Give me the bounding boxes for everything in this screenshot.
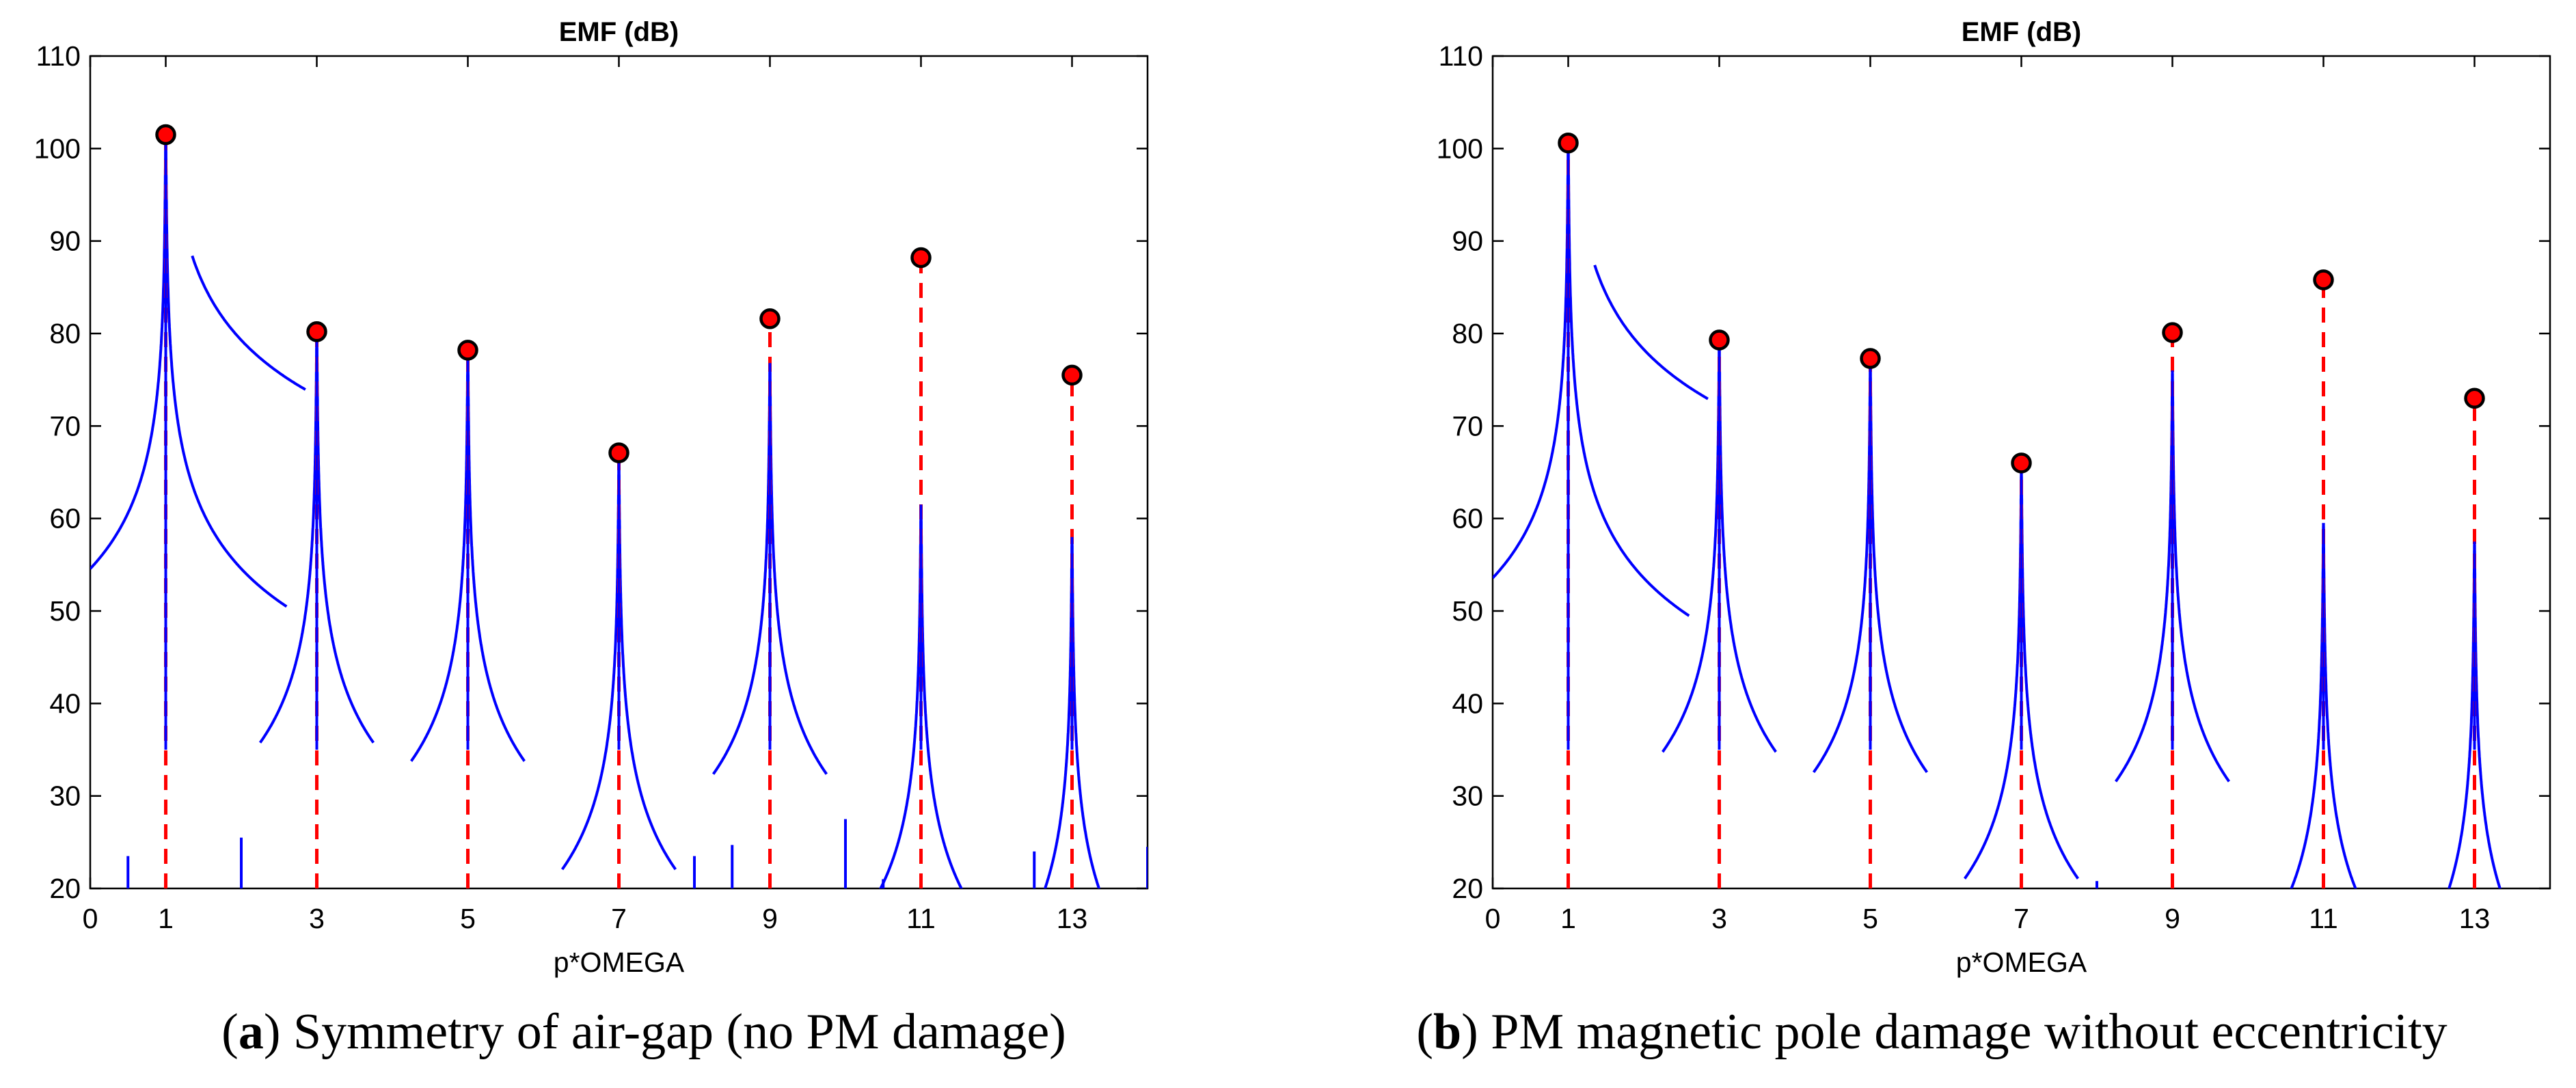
- y-tick-label: 90: [1452, 226, 1483, 257]
- stem-marker: [2162, 322, 2183, 343]
- x-axis-label: p*OMEGA: [1956, 947, 2087, 978]
- spectrum-peak-11: [2290, 523, 2357, 888]
- stem-marker: [2011, 452, 2032, 474]
- x-tick-label: 9: [762, 903, 778, 934]
- caption-a-label: a: [238, 1004, 264, 1060]
- caption-a-text: Symmetry of air-gap (no PM damage): [280, 1004, 1066, 1060]
- x-tick-label: 1: [1560, 903, 1576, 934]
- stem-marker: [306, 321, 327, 342]
- stem-marker: [910, 247, 932, 269]
- x-tick-label: 0: [83, 903, 98, 934]
- stem-marker: [1558, 132, 1579, 154]
- x-tick-label: 5: [1862, 903, 1878, 934]
- plot-content: [90, 134, 1148, 888]
- y-tick-label: 80: [1452, 318, 1483, 349]
- spectrum-peak-1: [90, 134, 288, 608]
- x-tick-label: 9: [2165, 903, 2180, 934]
- y-tick-label: 60: [49, 503, 81, 534]
- caption-b: (b) PM magnetic pole damage without ecce…: [1416, 1004, 2448, 1060]
- y-tick-label: 60: [1452, 503, 1483, 534]
- y-tick-label: 90: [49, 226, 81, 257]
- spectrum-bowl: [191, 255, 306, 391]
- y-tick-label: 40: [49, 688, 81, 719]
- y-tick-label: 110: [1439, 40, 1483, 72]
- x-tick-label: 13: [1057, 903, 1088, 934]
- x-tick-label: 0: [1485, 903, 1501, 934]
- x-tick-label: 11: [906, 903, 936, 934]
- stem-marker: [2464, 387, 2485, 409]
- chart-panel-b: EMF (dB) 20 30 40 50 60 70 80 90 100 110 0 1 3 5 7 9 11 13…: [1288, 0, 2576, 1088]
- stem-marker: [608, 442, 629, 463]
- y-tick-label: 20: [49, 873, 81, 904]
- spectrum-bowl: [1593, 264, 1709, 400]
- caption-b-label: b: [1433, 1004, 1462, 1060]
- x-axis-label: p*OMEGA: [554, 947, 685, 978]
- stem-marker: [1061, 364, 1083, 386]
- y-tick-label: 50: [49, 595, 81, 627]
- x-tick-label: 7: [611, 903, 627, 934]
- stem-marker: [2313, 269, 2334, 290]
- spectrum-peak-1: [1493, 144, 1690, 617]
- y-tick-label: 70: [49, 410, 81, 441]
- plot-content: [1493, 143, 2502, 888]
- chart-title: EMF (dB): [559, 17, 679, 47]
- x-tick-label: 3: [309, 903, 325, 934]
- stem-marker: [1709, 329, 1730, 351]
- stem-marker: [1860, 348, 1881, 369]
- x-tick-label: 1: [158, 903, 174, 934]
- caption-b-text: PM magnetic pole damage without eccentri…: [1478, 1004, 2448, 1060]
- stem-marker: [759, 308, 781, 329]
- x-tick-label: 5: [460, 903, 476, 934]
- x-tick-label: 3: [1711, 903, 1727, 934]
- chart-title: EMF (dB): [1962, 17, 2082, 47]
- chart-panel-a: EMF (dB) 20 30 40 50 60 70 80 90 100 110 0 1 3 5 7 9 11 13…: [34, 17, 1149, 1060]
- y-tick-label: 70: [1452, 410, 1483, 441]
- x-tick-label: 11: [2309, 903, 2338, 934]
- y-tick-label: 50: [1452, 595, 1483, 627]
- stem-marker: [457, 340, 478, 361]
- x-tick-label: 7: [2014, 903, 2029, 934]
- stem-marker: [155, 124, 176, 146]
- y-tick-label: 30: [1452, 780, 1483, 812]
- y-tick-label: 100: [1437, 133, 1483, 164]
- y-tick-label: 30: [49, 780, 81, 812]
- caption-a: (a) Symmetry of air-gap (no PM damage): [221, 1004, 1066, 1060]
- y-tick-label: 40: [1452, 688, 1483, 719]
- x-tick-label: 13: [2459, 903, 2491, 934]
- y-tick-label: 80: [49, 318, 81, 349]
- y-tick-label: 100: [34, 133, 81, 164]
- y-tick-label: 110: [36, 40, 81, 72]
- y-tick-label: 20: [1452, 873, 1483, 904]
